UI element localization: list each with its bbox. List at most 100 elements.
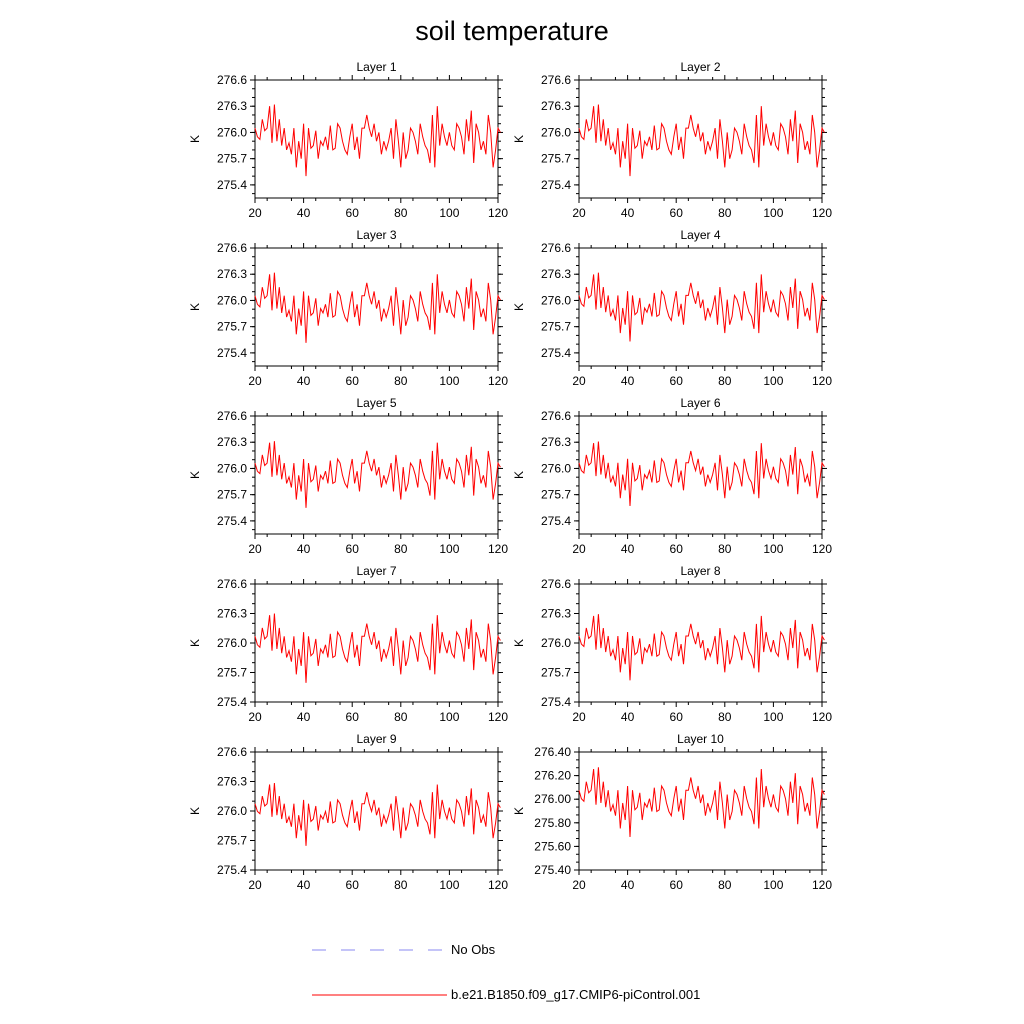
series-line [578,441,825,507]
x-tick-label: 120 [488,710,508,724]
x-tick-label: 40 [621,374,635,388]
y-tick-label: 276.3 [217,435,247,449]
x-tick-label: 60 [346,206,360,220]
x-tick-label: 80 [718,710,732,724]
panel-layer-7: Layer 7 K 276.6 276.3 276.0 275.7 275.420 40 60 8… [188,564,508,724]
x-tick-label: 60 [670,710,684,724]
plot-frame [254,79,499,199]
y-tick-label: 276.3 [217,267,247,281]
panel-title: Layer 4 [680,228,720,242]
x-tick-label: 60 [670,542,684,556]
plot-frame [578,79,823,199]
y-tick-label: 276.6 [217,73,247,87]
y-axis-label: K [512,807,526,815]
x-tick-label: 120 [812,206,832,220]
x-tick-label: 80 [394,878,408,892]
x-tick-label: 20 [248,542,262,556]
x-tick-label: 40 [297,710,311,724]
panel-title: Layer 5 [356,396,396,410]
y-tick-label: 275.7 [217,320,247,334]
y-tick-label: 275.7 [541,320,571,334]
x-tick-label: 40 [621,878,635,892]
x-tick-label: 40 [297,542,311,556]
y-axis-label: K [188,639,202,647]
x-tick-label: 40 [297,878,311,892]
y-tick-label: 276.3 [217,607,247,621]
y-tick-label: 276.6 [541,241,571,255]
x-tick-label: 80 [394,206,408,220]
panel-layer-6: Layer 6 K 276.6 276.3 276.0 275.7 275.420 40 60 8… [512,396,832,556]
y-tick-label: 276.6 [217,409,247,423]
plot-frame [578,751,823,871]
series-line [254,782,501,846]
series-line [254,613,501,683]
x-tick-label: 80 [394,374,408,388]
y-tick-label: 276.20 [534,769,571,783]
plot-frame [254,583,499,703]
panel-title: Layer 10 [677,732,724,746]
y-axis-label: K [512,471,526,479]
y-tick-label: 275.4 [217,346,247,360]
x-tick-label: 40 [297,374,311,388]
x-tick-label: 60 [346,710,360,724]
y-tick-label: 276.0 [541,636,571,650]
x-tick-label: 120 [812,878,832,892]
x-tick-label: 120 [488,206,508,220]
y-tick-label: 276.3 [217,775,247,789]
x-tick-label: 100 [439,542,459,556]
panel-title: Layer 9 [356,732,396,746]
series-line [578,767,825,838]
x-tick-label: 120 [812,542,832,556]
y-tick-label: 276.6 [217,577,247,591]
y-tick-label: 276.0 [541,461,571,475]
x-tick-label: 20 [248,878,262,892]
y-tick-label: 276.0 [217,293,247,307]
plot-frame [578,247,823,367]
x-tick-label: 100 [763,542,783,556]
y-tick-label: 275.7 [217,488,247,502]
y-tick-label: 276.0 [217,461,247,475]
x-tick-label: 100 [439,374,459,388]
panel-title: Layer 1 [356,60,396,74]
x-tick-label: 80 [394,542,408,556]
panel-layer-9: Layer 9 K 276.6 276.3 276.0 275.7 275.420 40 60 8… [188,732,508,892]
y-tick-label: 276.3 [541,267,571,281]
x-tick-label: 20 [572,542,586,556]
x-tick-label: 60 [670,374,684,388]
y-axis-label: K [188,135,202,143]
panel-title: Layer 2 [680,60,720,74]
panel-layer-4: Layer 4 K 276.6 276.3 276.0 275.7 275.420 40 60 8… [512,228,832,388]
x-tick-label: 60 [670,878,684,892]
y-tick-label: 275.7 [217,834,247,848]
x-tick-label: 100 [763,206,783,220]
y-tick-label: 276.00 [534,792,571,806]
plot-frame [578,415,823,535]
plot-frame [254,247,499,367]
y-tick-label: 276.6 [541,577,571,591]
legend: No Obs b.e21.B1850.f09_g17.CMIP6-piContr… [312,942,700,1002]
x-tick-label: 120 [488,878,508,892]
y-tick-label: 276.0 [217,125,247,139]
panel-layer-1: Layer 1 K 276.6 276.3 276.0 275.7 275.420 40 60 8… [188,60,508,220]
y-tick-label: 276.6 [541,409,571,423]
x-tick-label: 20 [248,374,262,388]
x-tick-label: 120 [812,710,832,724]
y-tick-label: 276.3 [541,99,571,113]
series-line [254,272,501,343]
series-line [254,104,501,177]
y-tick-label: 275.4 [541,346,571,360]
y-tick-label: 276.0 [541,293,571,307]
series-line [578,272,825,342]
panel-title: Layer 3 [356,228,396,242]
y-tick-label: 275.4 [217,695,247,709]
x-tick-label: 20 [572,710,586,724]
y-axis-label: K [512,135,526,143]
panel-layer-3: Layer 3 K 276.6 276.3 276.0 275.7 275.420 40 60 8… [188,228,508,388]
panel-layer-8: Layer 8 K 276.6 276.3 276.0 275.7 275.420 40 60 8… [512,564,832,724]
y-tick-label: 275.4 [217,514,247,528]
series-line [578,614,825,681]
legend-model-label: b.e21.B1850.f09_g17.CMIP6-piControl.001 [451,987,700,1002]
y-tick-label: 276.40 [534,745,571,759]
